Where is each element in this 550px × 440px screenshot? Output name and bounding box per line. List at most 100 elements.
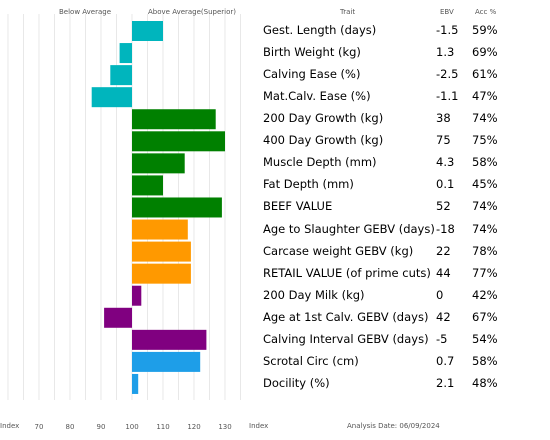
trait-row: Carcase weight GEBV (kg) 22 78%	[263, 241, 550, 263]
trait-row: Mat.Calv. Ease (%) -1.1 47%	[263, 86, 550, 108]
ebv-value: 38	[436, 111, 451, 126]
acc-value: 67%	[472, 309, 498, 324]
trait-name: RETAIL VALUE (of prime cuts)	[263, 265, 431, 280]
acc-value: 74%	[472, 199, 498, 214]
trait-row: Age to Slaughter GEBV (days) -18 74%	[263, 219, 550, 241]
trait-row: 200 Day Milk (kg) 0 42%	[263, 285, 550, 307]
acc-value: 42%	[472, 287, 498, 302]
acc-value: 69%	[472, 45, 498, 60]
acc-value: 59%	[472, 23, 498, 37]
trait-name: Docility (%)	[263, 375, 330, 390]
ebv-value: 75	[436, 133, 451, 148]
acc-value: 77%	[472, 265, 498, 280]
acc-value: 58%	[472, 353, 498, 368]
acc-value: 61%	[472, 67, 498, 82]
trait-row: Scrotal Circ (cm) 0.7 58%	[263, 351, 550, 373]
bar	[132, 153, 185, 174]
ebv-value: 0.1	[436, 177, 455, 192]
bar	[132, 373, 139, 394]
x-tick-label: 110	[156, 423, 169, 431]
ebv-value: 52	[436, 199, 451, 214]
trait-name: Age at 1st Calv. GEBV (days)	[263, 309, 429, 324]
ebv-value: -18	[436, 221, 455, 236]
ebv-value: -2.5	[436, 67, 459, 82]
x-tick-label: 100	[125, 423, 138, 431]
bar	[132, 263, 191, 284]
trait-name: 200 Day Milk (kg)	[263, 287, 365, 302]
trait-row: RETAIL VALUE (of prime cuts) 44 77%	[263, 263, 550, 285]
acc-column-header: Acc %	[475, 8, 497, 16]
bar	[132, 175, 163, 196]
trait-name: Carcase weight GEBV (kg)	[263, 243, 414, 258]
bar	[104, 307, 132, 328]
trait-name: Calving Ease (%)	[263, 67, 361, 82]
trait-row: BEEF VALUE 52 74%	[263, 196, 550, 218]
acc-value: 74%	[472, 221, 498, 236]
acc-value: 54%	[472, 331, 498, 346]
acc-value: 45%	[472, 177, 498, 192]
trait-name: Gest. Length (days)	[263, 23, 377, 37]
acc-value: 47%	[472, 89, 498, 104]
index-label-right: Index	[249, 422, 269, 430]
x-tick-label: 70	[35, 423, 44, 431]
ebv-column-header: EBV	[440, 8, 454, 16]
acc-value: 48%	[472, 375, 498, 390]
trait-row: Calving Interval GEBV (days) -5 54%	[263, 329, 550, 351]
acc-value: 78%	[472, 243, 498, 258]
ebv-value: 4.3	[436, 155, 455, 170]
ebv-value: 1.3	[436, 45, 455, 60]
trait-row: 200 Day Growth (kg) 38 74%	[263, 108, 550, 130]
trait-row: Age at 1st Calv. GEBV (days) 42 67%	[263, 307, 550, 329]
analysis-date: Analysis Date: 06/09/2024	[347, 422, 440, 430]
bar	[132, 285, 142, 306]
x-tick-label: 90	[97, 423, 106, 431]
ebv-value: 0.7	[436, 353, 455, 368]
ebv-value: -1.1	[436, 89, 459, 104]
ebv-value: 2.1	[436, 375, 455, 390]
bar	[110, 65, 132, 86]
bar	[132, 131, 225, 152]
trait-name: Age to Slaughter GEBV (days)	[263, 221, 435, 236]
below-average-header: Below Average	[59, 8, 112, 16]
ebv-value: 44	[436, 265, 451, 280]
index-label-left: Index	[0, 422, 20, 430]
trait-name: Scrotal Circ (cm)	[263, 353, 359, 368]
trait-name: 200 Day Growth (kg)	[263, 111, 384, 126]
trait-row: 400 Day Growth (kg) 75 75%	[263, 130, 550, 152]
trait-name: Calving Interval GEBV (days)	[263, 331, 429, 346]
acc-value: 75%	[472, 133, 498, 148]
above-average-header: Above Average(Superior)	[148, 8, 237, 16]
bar	[132, 21, 163, 41]
trait-name: Muscle Depth (mm)	[263, 155, 377, 170]
ebv-value: -1.5	[436, 23, 459, 37]
trait-name: Mat.Calv. Ease (%)	[263, 89, 371, 104]
ebv-value: 42	[436, 309, 451, 324]
trait-row: Birth Weight (kg) 1.3 69%	[263, 42, 550, 64]
x-tick-label: 120	[187, 423, 200, 431]
trait-row: Fat Depth (mm) 0.1 45%	[263, 174, 550, 196]
acc-value: 74%	[472, 111, 498, 126]
trait-name: Birth Weight (kg)	[263, 45, 361, 60]
trait-column-header: Trait	[340, 8, 356, 16]
bar	[119, 43, 132, 64]
ebv-value: 22	[436, 243, 451, 258]
trait-name: BEEF VALUE	[263, 199, 333, 214]
trait-row: Gest. Length (days) -1.5 59%	[263, 20, 550, 42]
trait-row: Docility (%) 2.1 48%	[263, 373, 550, 395]
ebv-value: -5	[436, 331, 448, 346]
x-tick-label: 80	[66, 423, 75, 431]
trait-row: Calving Ease (%) -2.5 61%	[263, 64, 550, 86]
trait-name: 400 Day Growth (kg)	[263, 133, 384, 148]
bar	[132, 241, 191, 262]
bar	[91, 87, 132, 108]
x-tick-label: 130	[218, 423, 231, 431]
bar	[132, 351, 201, 372]
bar	[132, 197, 222, 218]
ebv-value: 0	[436, 287, 444, 302]
trait-row: Muscle Depth (mm) 4.3 58%	[263, 152, 550, 174]
trait-name: Fat Depth (mm)	[263, 177, 354, 192]
bar	[132, 329, 207, 350]
bar	[132, 109, 216, 130]
acc-value: 58%	[472, 155, 498, 170]
